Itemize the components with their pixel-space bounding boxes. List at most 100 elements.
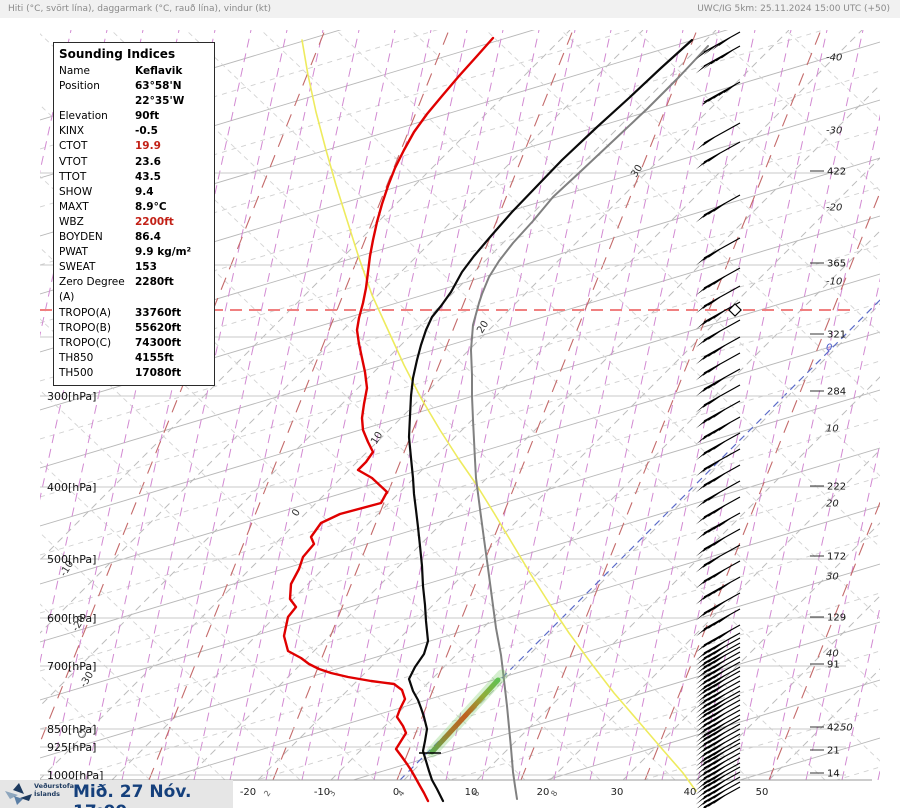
index-value: 9.4	[135, 185, 154, 198]
wind-barb	[695, 267, 741, 296]
isotherm-edge-label: -20	[826, 203, 842, 214]
index-row: VTOT 23.6	[59, 155, 214, 170]
index-row: Zero Degree (A) 2280ft	[59, 275, 214, 305]
index-value: 63°58'N 22°35'W	[135, 80, 185, 108]
index-label: TROPO(C)	[59, 336, 112, 349]
tropopause-diamond-marker	[728, 303, 742, 317]
wind-barb	[695, 704, 741, 733]
index-value: 17080ft	[135, 366, 182, 379]
wind-barb	[695, 661, 741, 690]
index-label: VTOT	[59, 155, 88, 168]
isotherm-edge-label: 20	[826, 499, 839, 510]
wind-barb	[695, 656, 741, 685]
index-label: SHOW	[59, 185, 93, 198]
index-row: TROPO(B) 55620ft	[59, 321, 214, 336]
index-label: BOYDEN	[59, 231, 103, 244]
index-row: Name Keflavik	[59, 64, 214, 79]
adiabat-label: 10	[369, 430, 385, 447]
wind-barb	[695, 752, 741, 781]
isotherm-edge-label: -30	[826, 126, 842, 137]
height-label: 222	[827, 482, 846, 493]
pressure-gridlines	[40, 172, 872, 781]
index-value: 74300ft	[135, 336, 182, 349]
wind-barb	[695, 576, 741, 605]
index-row: CTOT 19.9	[59, 139, 214, 154]
wind-barb	[695, 45, 741, 74]
sounding-indices-panel: Sounding Indices Name Keflavik Position 63°…	[53, 42, 215, 386]
wind-barb	[695, 738, 741, 767]
temperature-tick-label: 0	[393, 787, 399, 798]
wind-barb	[695, 416, 741, 445]
index-label: TH850	[59, 351, 94, 364]
model-run-text: UWC/IG 5km: 25.11.2024 15:00 UTC (+50)	[697, 4, 890, 14]
index-value: -0.5	[135, 125, 158, 138]
index-value: 33760ft	[135, 306, 182, 319]
wind-barb	[695, 352, 741, 381]
pressure-label: 500[hPa]	[47, 553, 96, 566]
index-label: TROPO(A)	[59, 306, 111, 319]
wind-barb	[695, 432, 741, 461]
wind-barb	[695, 237, 741, 266]
wind-barb	[695, 771, 741, 800]
wind-barb	[695, 642, 741, 671]
index-row: TROPO(C) 74300ft	[59, 336, 214, 351]
index-label: MAXT	[59, 200, 89, 213]
temperature-tick-label: -20	[240, 787, 256, 798]
isotherm-edge-label: 10	[826, 424, 839, 435]
wind-barb	[695, 194, 741, 223]
temperature-tick-label: 20	[537, 787, 550, 798]
temperature-tick-label: -10	[314, 787, 330, 798]
index-value: 2200ft	[135, 215, 174, 228]
wind-barb	[695, 448, 741, 477]
index-label: WBZ	[59, 215, 84, 228]
footer-bar: Veðurstofa Íslands Mið. 27 Nóv. 17:00	[0, 780, 233, 808]
index-label: Name	[59, 65, 90, 77]
wind-barb	[695, 670, 741, 699]
wind-barb	[695, 675, 741, 704]
isotherm-edge-label: 0	[826, 343, 832, 354]
pressure-label: 850[hPa]	[47, 723, 96, 736]
height-label: 129	[827, 613, 846, 624]
index-row: MAXT 8.9°C	[59, 200, 214, 215]
panel-rows: Name Keflavik Position 63°58'N 22°35'W Eleva…	[59, 64, 214, 381]
station-circle	[78, 730, 86, 738]
valid-time-label: Mið. 27 Nóv. 17:00	[73, 782, 192, 808]
wind-barb	[695, 690, 741, 719]
temperature-tick-label: 40	[684, 787, 697, 798]
wind-barb	[695, 651, 741, 680]
height-label: 284	[827, 387, 846, 398]
index-value: 43.5	[135, 170, 161, 183]
wind-barb	[695, 560, 741, 589]
index-value: 8.9°C	[135, 200, 167, 213]
mixing-ratio-label: 2	[262, 789, 272, 798]
wind-barb	[695, 319, 741, 348]
height-label: 14	[827, 769, 840, 780]
wind-barb	[695, 757, 741, 786]
height-label: 21	[827, 746, 840, 757]
index-label: Elevation	[59, 110, 108, 123]
height-label: 321	[827, 330, 846, 341]
dewpoint-curve	[282, 36, 495, 803]
wind-barb	[695, 762, 741, 791]
aux-yellow-curve	[301, 39, 697, 792]
temperature-curve	[407, 38, 694, 803]
right-axis-labels: 422 365 321 284 222 172 129 91 42 21 14 -40 -30 -20 -1…	[810, 53, 853, 780]
top-bar: Hiti (°C, svört lína), daggarmark (°C, r…	[0, 0, 900, 18]
pressure-label: 925[hPa]	[47, 741, 96, 754]
wind-barb	[695, 592, 741, 621]
wind-barb	[695, 723, 741, 752]
pressure-label: 600[hPa]	[47, 612, 96, 625]
vedurstofa-logo-icon	[5, 783, 32, 805]
wind-barb	[695, 742, 741, 771]
index-row: BOYDEN 86.4	[59, 230, 214, 245]
index-label: Position	[59, 80, 100, 93]
index-row: TH850 4155ft	[59, 351, 214, 366]
isotherm-edge-label: -10	[826, 277, 842, 288]
wind-barb	[695, 480, 741, 509]
index-row: TTOT 43.5	[59, 170, 214, 185]
wind-barb	[695, 496, 741, 525]
wind-barb	[695, 122, 741, 151]
wind-barb	[695, 464, 741, 493]
wind-barb	[695, 544, 741, 573]
wind-barb	[695, 637, 741, 666]
